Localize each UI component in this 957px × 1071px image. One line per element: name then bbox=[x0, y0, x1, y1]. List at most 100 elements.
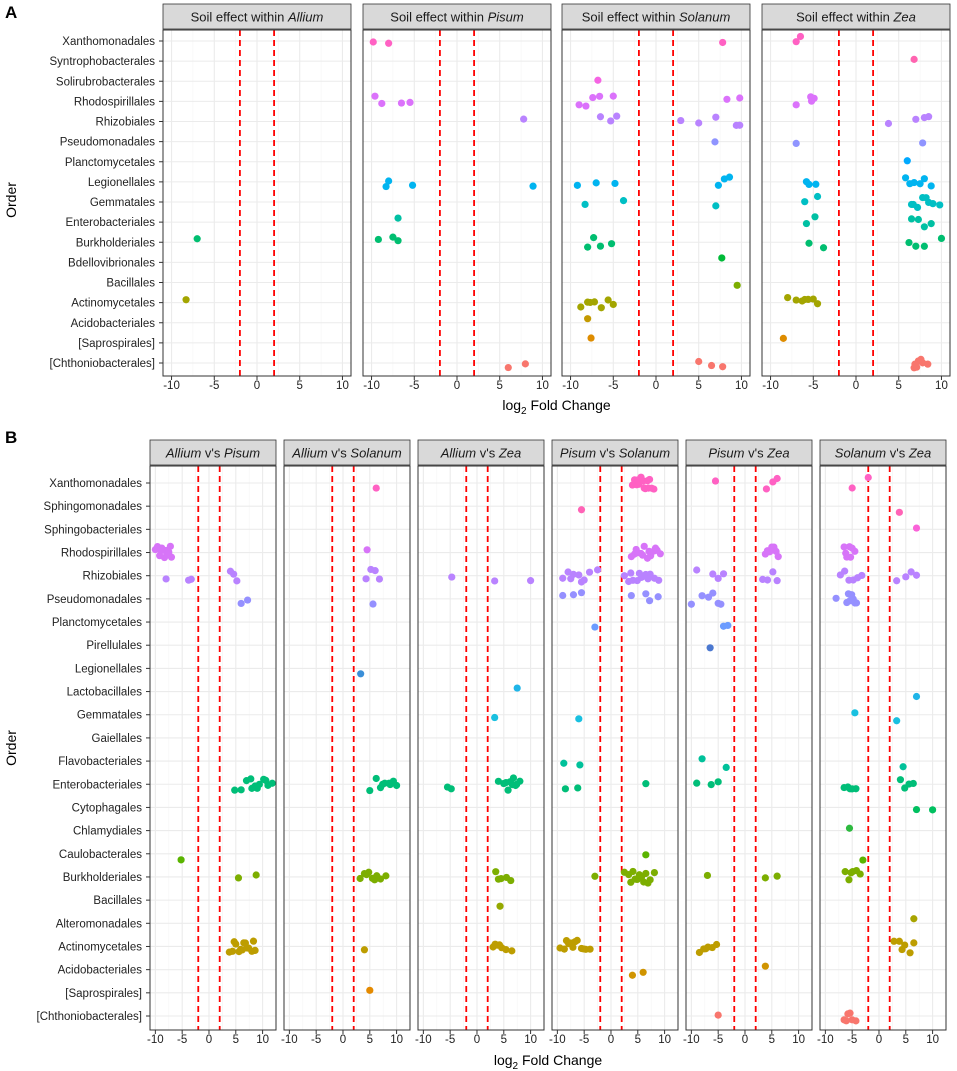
data-point bbox=[911, 360, 919, 368]
x-tick-label: 10 bbox=[524, 1034, 537, 1046]
x-tick-label: 0 bbox=[742, 1034, 748, 1046]
x-tick-label: 5 bbox=[896, 380, 902, 392]
data-point bbox=[718, 254, 726, 262]
data-point bbox=[864, 473, 872, 482]
data-point bbox=[703, 871, 712, 880]
data-point bbox=[590, 234, 598, 242]
data-point bbox=[362, 575, 370, 583]
facet-strip bbox=[761, 3, 951, 30]
data-point bbox=[492, 868, 500, 876]
data-point bbox=[899, 763, 907, 771]
data-point bbox=[779, 334, 787, 342]
data-point bbox=[385, 177, 393, 185]
facet-strip bbox=[561, 3, 751, 30]
data-point bbox=[559, 591, 567, 600]
facet-title: Allium v's Zea bbox=[440, 446, 522, 461]
data-point bbox=[596, 92, 604, 100]
data-point bbox=[912, 805, 921, 814]
y-tick-label: Acidobacteriales bbox=[58, 965, 143, 977]
data-point bbox=[158, 544, 166, 552]
data-point bbox=[243, 596, 252, 604]
x-tick-label: 5 bbox=[903, 1034, 909, 1046]
facet-title-italic: Solanum bbox=[679, 10, 730, 25]
data-point bbox=[237, 945, 245, 953]
x-tick-label: 5 bbox=[501, 1034, 507, 1046]
x-tick-label: -5 bbox=[177, 1034, 187, 1046]
data-point bbox=[762, 485, 771, 493]
data-point bbox=[840, 543, 848, 551]
data-point bbox=[909, 200, 917, 209]
y-tick-label: Lactobacillales bbox=[67, 687, 143, 699]
data-point bbox=[851, 599, 859, 607]
y-tick-label: Legionellales bbox=[75, 663, 142, 675]
data-point bbox=[912, 571, 921, 579]
data-point bbox=[580, 945, 588, 953]
data-point bbox=[372, 774, 380, 783]
x-axis-label-main: log bbox=[502, 397, 521, 413]
data-point bbox=[230, 570, 238, 578]
x-tick-label: -5 bbox=[808, 380, 818, 392]
data-point bbox=[253, 784, 261, 792]
data-point bbox=[635, 569, 643, 577]
data-point bbox=[561, 785, 570, 793]
data-point bbox=[919, 139, 927, 147]
x-tick-label: 0 bbox=[454, 380, 460, 392]
data-point bbox=[846, 553, 855, 561]
data-point bbox=[644, 575, 652, 583]
facet-border bbox=[283, 465, 411, 1031]
data-point bbox=[629, 867, 637, 876]
facet-title-italic: Zea bbox=[892, 10, 915, 25]
data-point bbox=[714, 181, 722, 189]
data-point bbox=[922, 194, 930, 202]
x-tick-label: -5 bbox=[209, 380, 219, 392]
data-point bbox=[773, 872, 781, 880]
data-point bbox=[577, 303, 585, 311]
data-point bbox=[385, 39, 393, 47]
data-point bbox=[406, 98, 414, 106]
data-point bbox=[856, 870, 864, 878]
facet-title-prefix: Soil effect within bbox=[191, 10, 288, 25]
data-point bbox=[577, 578, 586, 586]
data-point bbox=[496, 902, 504, 910]
data-point bbox=[802, 178, 811, 186]
data-point bbox=[847, 869, 855, 877]
data-point bbox=[936, 201, 944, 209]
data-point bbox=[848, 591, 856, 599]
data-point bbox=[586, 945, 594, 953]
data-point bbox=[912, 242, 920, 250]
data-point bbox=[698, 755, 706, 763]
data-point bbox=[627, 569, 635, 577]
facet-title-suffix: v's bbox=[328, 446, 351, 461]
data-point bbox=[702, 945, 710, 953]
panel-letter: A bbox=[5, 3, 17, 22]
data-point bbox=[651, 544, 660, 552]
y-tick-label: Legionellales bbox=[88, 177, 155, 189]
facet-0-2: Soil effect within Solanum -10 -5 0 5 10 bbox=[561, 3, 751, 392]
data-point bbox=[763, 576, 772, 584]
data-point bbox=[389, 233, 397, 241]
data-point bbox=[792, 296, 800, 304]
x-axis-label-rest: Fold Change bbox=[527, 397, 611, 413]
data-point bbox=[792, 139, 800, 147]
data-point bbox=[593, 566, 602, 574]
y-tick-label: Bacillales bbox=[93, 895, 142, 907]
data-point bbox=[591, 623, 599, 631]
data-point bbox=[386, 780, 394, 789]
data-point bbox=[927, 220, 935, 228]
data-point bbox=[576, 761, 584, 769]
x-tick-label: -10 bbox=[817, 1034, 834, 1046]
y-tick-label: Enterobacteriales bbox=[66, 217, 156, 229]
data-point bbox=[858, 571, 866, 580]
data-point bbox=[163, 550, 171, 558]
y-tick-label: Alteromonadales bbox=[56, 918, 143, 930]
y-tick-label: Gemmatales bbox=[77, 710, 142, 722]
data-point bbox=[725, 173, 734, 181]
data-point bbox=[707, 361, 716, 370]
data-point bbox=[677, 116, 685, 125]
data-point bbox=[268, 779, 276, 787]
x-tick-label: -5 bbox=[713, 1034, 723, 1046]
data-point bbox=[813, 192, 822, 201]
x-tick-label: 10 bbox=[926, 1034, 939, 1046]
data-point bbox=[769, 568, 777, 576]
data-point bbox=[619, 197, 628, 205]
